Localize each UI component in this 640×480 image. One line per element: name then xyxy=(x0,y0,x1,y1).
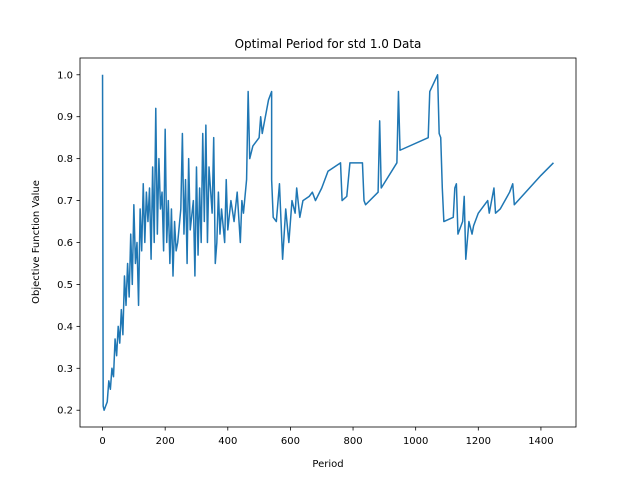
y-tick-label: 0.8 xyxy=(57,154,73,165)
x-tick-label: 1400 xyxy=(528,436,553,447)
y-tick-label: 0.2 xyxy=(57,406,73,417)
plot-frame xyxy=(79,57,577,428)
x-tick-label: 600 xyxy=(281,436,300,447)
y-tick-label: 0.9 xyxy=(57,112,73,123)
y-tick-label: 0.4 xyxy=(57,322,73,333)
x-tick-label: 800 xyxy=(344,436,363,447)
x-tick-label: 0 xyxy=(99,436,105,447)
chart-title: Optimal Period for std 1.0 Data xyxy=(235,37,422,51)
x-axis-label: Period xyxy=(312,459,343,470)
x-tick-label: 200 xyxy=(156,436,175,447)
y-tick-label: 1.0 xyxy=(57,70,73,81)
y-tick-label: 0.7 xyxy=(57,196,73,207)
y-axis-label: Objective Function Value xyxy=(31,180,42,304)
y-tick-label: 0.3 xyxy=(57,364,73,375)
y-tick-label: 0.5 xyxy=(57,280,73,291)
x-tick-label: 1000 xyxy=(403,436,428,447)
x-tick-label: 400 xyxy=(218,436,237,447)
y-tick-label: 0.6 xyxy=(57,238,73,249)
data-line xyxy=(101,74,554,411)
x-tick-label: 1200 xyxy=(466,436,491,447)
